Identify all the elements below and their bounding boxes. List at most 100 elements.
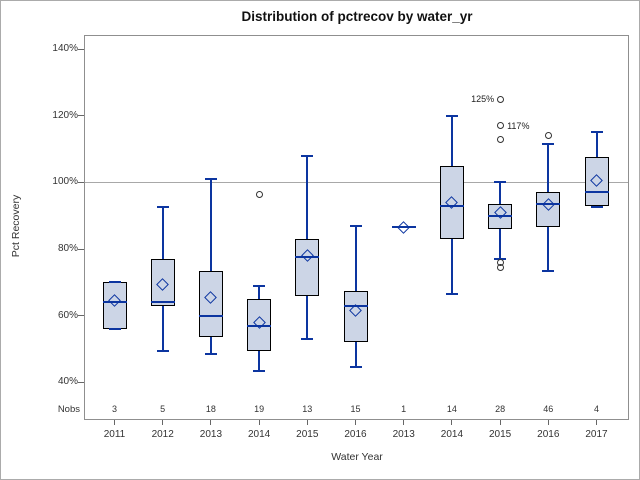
outlier-point: [496, 135, 504, 143]
box-whisker-stem: [547, 227, 550, 271]
outlier-label: 125%: [471, 94, 495, 104]
box-iqr: [584, 157, 609, 206]
box-whisker-stem: [209, 179, 212, 271]
box-whisker-stem: [161, 207, 164, 259]
x-tick-mark: [596, 420, 597, 425]
box-whisker-stem: [306, 295, 309, 339]
x-tick-label: 2012: [151, 429, 174, 440]
reference-line: [85, 181, 628, 183]
box-median-line: [102, 301, 127, 304]
outlier-point: [496, 122, 504, 130]
y-tick-label: 40%: [57, 376, 78, 388]
box-whisker-cap: [204, 353, 217, 355]
x-tick-label: 2015: [296, 429, 319, 440]
x-tick-label: 2017: [585, 429, 608, 440]
x-tick-mark: [258, 420, 260, 425]
box-median-line: [247, 324, 272, 327]
y-tick-label: 140%: [52, 43, 78, 54]
box-mean-diamond: [397, 220, 411, 234]
box-median-line: [198, 314, 223, 317]
nobs-value: 13: [302, 404, 313, 414]
nobs-value: 1: [401, 404, 407, 414]
x-tick-label: 2014: [440, 429, 464, 440]
box-iqr: [295, 239, 320, 296]
y-tick-mark: [78, 315, 84, 317]
box-whisker-cap: [590, 131, 603, 134]
box-whisker-stem: [354, 342, 357, 368]
box-whisker-cap: [301, 154, 314, 157]
box-whisker-stem: [209, 337, 212, 354]
box-whisker-cap: [156, 206, 169, 209]
nobs-value: 19: [254, 404, 265, 414]
box-whisker-cap: [156, 349, 169, 352]
box-whisker-cap: [542, 269, 555, 272]
x-tick-label: 2016: [537, 429, 560, 440]
y-tick-mark: [78, 381, 84, 383]
box-whisker-cap: [349, 366, 362, 369]
x-tick-label: 2011: [103, 429, 126, 440]
x-tick-mark: [162, 420, 164, 425]
nobs-value: 18: [205, 404, 216, 414]
x-tick-mark: [114, 420, 115, 425]
x-tick-mark: [403, 420, 405, 425]
box-whisker-cap: [445, 293, 458, 295]
box-whisker-stem: [499, 229, 502, 259]
box-median-line: [343, 304, 368, 307]
box-median-line: [488, 214, 513, 217]
y-tick-label: 60%: [57, 309, 78, 321]
x-tick-mark: [499, 420, 501, 425]
box-whisker-stem: [499, 182, 502, 204]
outlier-point: [544, 132, 552, 140]
nobs-value: 46: [543, 404, 554, 414]
y-tick-mark: [78, 248, 84, 250]
box-whisker-cap: [590, 206, 603, 209]
box-whisker-cap: [253, 369, 266, 372]
box-whisker-cap: [108, 328, 121, 330]
box-median-line: [150, 301, 175, 304]
nobs-value: 28: [495, 404, 506, 414]
y-tick-mark: [78, 115, 84, 117]
x-tick-label: 2013: [392, 429, 415, 440]
box-iqr: [198, 270, 223, 338]
nobs-value: 4: [593, 404, 599, 414]
box-whisker-cap: [301, 338, 314, 340]
x-tick-mark: [210, 420, 212, 425]
x-tick-label: 2013: [199, 429, 223, 440]
x-axis-title: Water Year: [331, 451, 383, 463]
y-tick-label: 120%: [52, 109, 78, 121]
box-median-line: [391, 226, 416, 229]
box-whisker-stem: [258, 350, 261, 371]
box-whisker-cap: [204, 178, 217, 180]
box-whisker-stem: [354, 225, 357, 291]
outlier-point: [496, 263, 504, 271]
nobs-value: 14: [446, 404, 457, 414]
x-tick-mark: [547, 420, 549, 425]
box-median-line: [536, 203, 561, 205]
box-whisker-stem: [161, 305, 164, 351]
y-tick-label: 80%: [57, 243, 78, 254]
outlier-point: [496, 95, 504, 103]
box-whisker-cap: [542, 143, 555, 145]
box-whisker-cap: [349, 224, 362, 227]
box-iqr: [150, 259, 175, 306]
plot-border: [84, 35, 629, 420]
outlier-label: 117%: [507, 120, 530, 131]
box-median-line: [439, 204, 464, 207]
y-tick-label: 100%: [52, 176, 78, 188]
box-whisker-stem: [258, 285, 261, 299]
nobs-value: 15: [350, 404, 361, 414]
box-iqr: [439, 165, 464, 239]
box-iqr: [536, 192, 561, 228]
x-tick-label: 2014: [247, 429, 271, 440]
box-whisker-cap: [494, 181, 507, 184]
box-whisker-stem: [547, 144, 550, 193]
y-tick-mark: [78, 48, 84, 50]
chart-title: Distribution of pctrecov by water_yr: [241, 9, 473, 24]
box-iqr: [102, 282, 127, 329]
nobs-value: 3: [111, 404, 117, 414]
nobs-value: 5: [160, 404, 166, 414]
box-whisker-stem: [306, 155, 309, 239]
box-iqr: [343, 290, 368, 343]
x-tick-label: 2016: [344, 429, 367, 440]
